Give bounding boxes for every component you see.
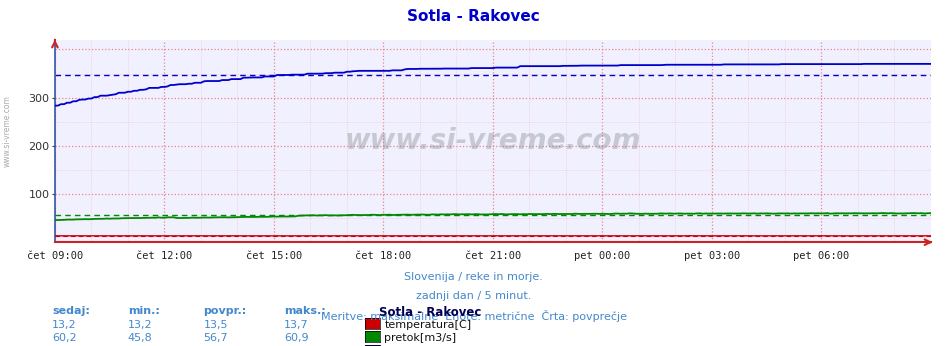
Text: 60,9: 60,9	[284, 333, 309, 343]
Text: Meritve: maksimalne  Enote: metrične  Črta: povprečje: Meritve: maksimalne Enote: metrične Črta…	[320, 310, 627, 322]
Text: pretok[m3/s]: pretok[m3/s]	[384, 333, 456, 343]
Text: povpr.:: povpr.:	[204, 306, 247, 316]
Text: 13,2: 13,2	[128, 320, 152, 330]
Text: čet 15:00: čet 15:00	[246, 251, 302, 261]
Text: 13,7: 13,7	[284, 320, 309, 330]
Text: čet 12:00: čet 12:00	[136, 251, 192, 261]
Text: 56,7: 56,7	[204, 333, 228, 343]
Text: pet 00:00: pet 00:00	[574, 251, 631, 261]
Text: min.:: min.:	[128, 306, 160, 316]
Text: pet 03:00: pet 03:00	[684, 251, 740, 261]
Text: 13,5: 13,5	[204, 320, 228, 330]
Text: 13,2: 13,2	[52, 320, 77, 330]
Text: Slovenija / reke in morje.: Slovenija / reke in morje.	[404, 272, 543, 282]
Text: Sotla - Rakovec: Sotla - Rakovec	[379, 306, 481, 319]
Text: www.si-vreme.com: www.si-vreme.com	[345, 127, 641, 155]
Text: temperatura[C]: temperatura[C]	[384, 320, 472, 330]
Text: sedaj:: sedaj:	[52, 306, 90, 316]
Text: zadnji dan / 5 minut.: zadnji dan / 5 minut.	[416, 291, 531, 301]
Text: 60,2: 60,2	[52, 333, 77, 343]
Text: čet 18:00: čet 18:00	[355, 251, 412, 261]
Text: čet 09:00: čet 09:00	[27, 251, 83, 261]
Text: www.si-vreme.com: www.si-vreme.com	[3, 95, 12, 167]
Text: čet 21:00: čet 21:00	[465, 251, 521, 261]
Text: Sotla - Rakovec: Sotla - Rakovec	[407, 9, 540, 24]
Text: 45,8: 45,8	[128, 333, 152, 343]
Text: pet 06:00: pet 06:00	[794, 251, 849, 261]
Text: maks.:: maks.:	[284, 306, 326, 316]
